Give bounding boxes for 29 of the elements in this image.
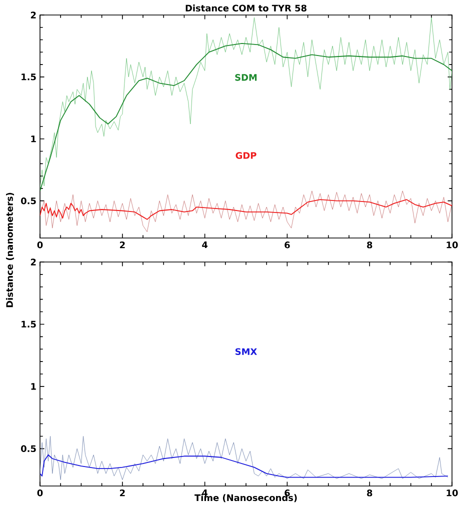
- line-series: [40, 199, 452, 220]
- x-tick-label: 2: [120, 242, 125, 248]
- chart-title: Distance COM to TYR 58: [186, 4, 306, 12]
- line-series: [40, 190, 452, 232]
- x-tick-label: 0: [37, 242, 43, 248]
- y-tick-label: 0.5: [21, 197, 36, 204]
- y-axis-title: Distance (nanometers): [6, 192, 14, 308]
- text: GDP: [236, 152, 256, 159]
- text: SDM: [235, 74, 257, 81]
- x-tick-label: 10: [446, 490, 458, 496]
- y-tick-label: 2: [30, 258, 36, 266]
- x-tick-label: 4: [202, 490, 208, 496]
- x-axis-title: Time (Nanoseconds): [194, 494, 297, 502]
- y-tick-label: 2: [30, 12, 36, 18]
- y-tick-label: 1: [31, 383, 36, 390]
- x-tick-label: 4: [202, 242, 208, 248]
- text: SMX: [235, 348, 257, 355]
- line-series: [40, 436, 448, 480]
- y-tick-label: 1.5: [22, 320, 36, 328]
- x-tick-label: 10: [446, 242, 458, 248]
- y-tick-label: 1.5: [22, 74, 36, 80]
- line-series: [40, 43, 452, 192]
- y-tick-label: 0.5: [21, 445, 36, 452]
- x-tick-label: 0: [37, 490, 43, 496]
- x-tick-label: 8: [367, 242, 372, 248]
- x-tick-label: 2: [120, 490, 125, 496]
- x-tick-label: 6: [284, 242, 290, 248]
- y-tick-label: 1: [31, 136, 36, 142]
- x-tick-label: 8: [367, 490, 372, 496]
